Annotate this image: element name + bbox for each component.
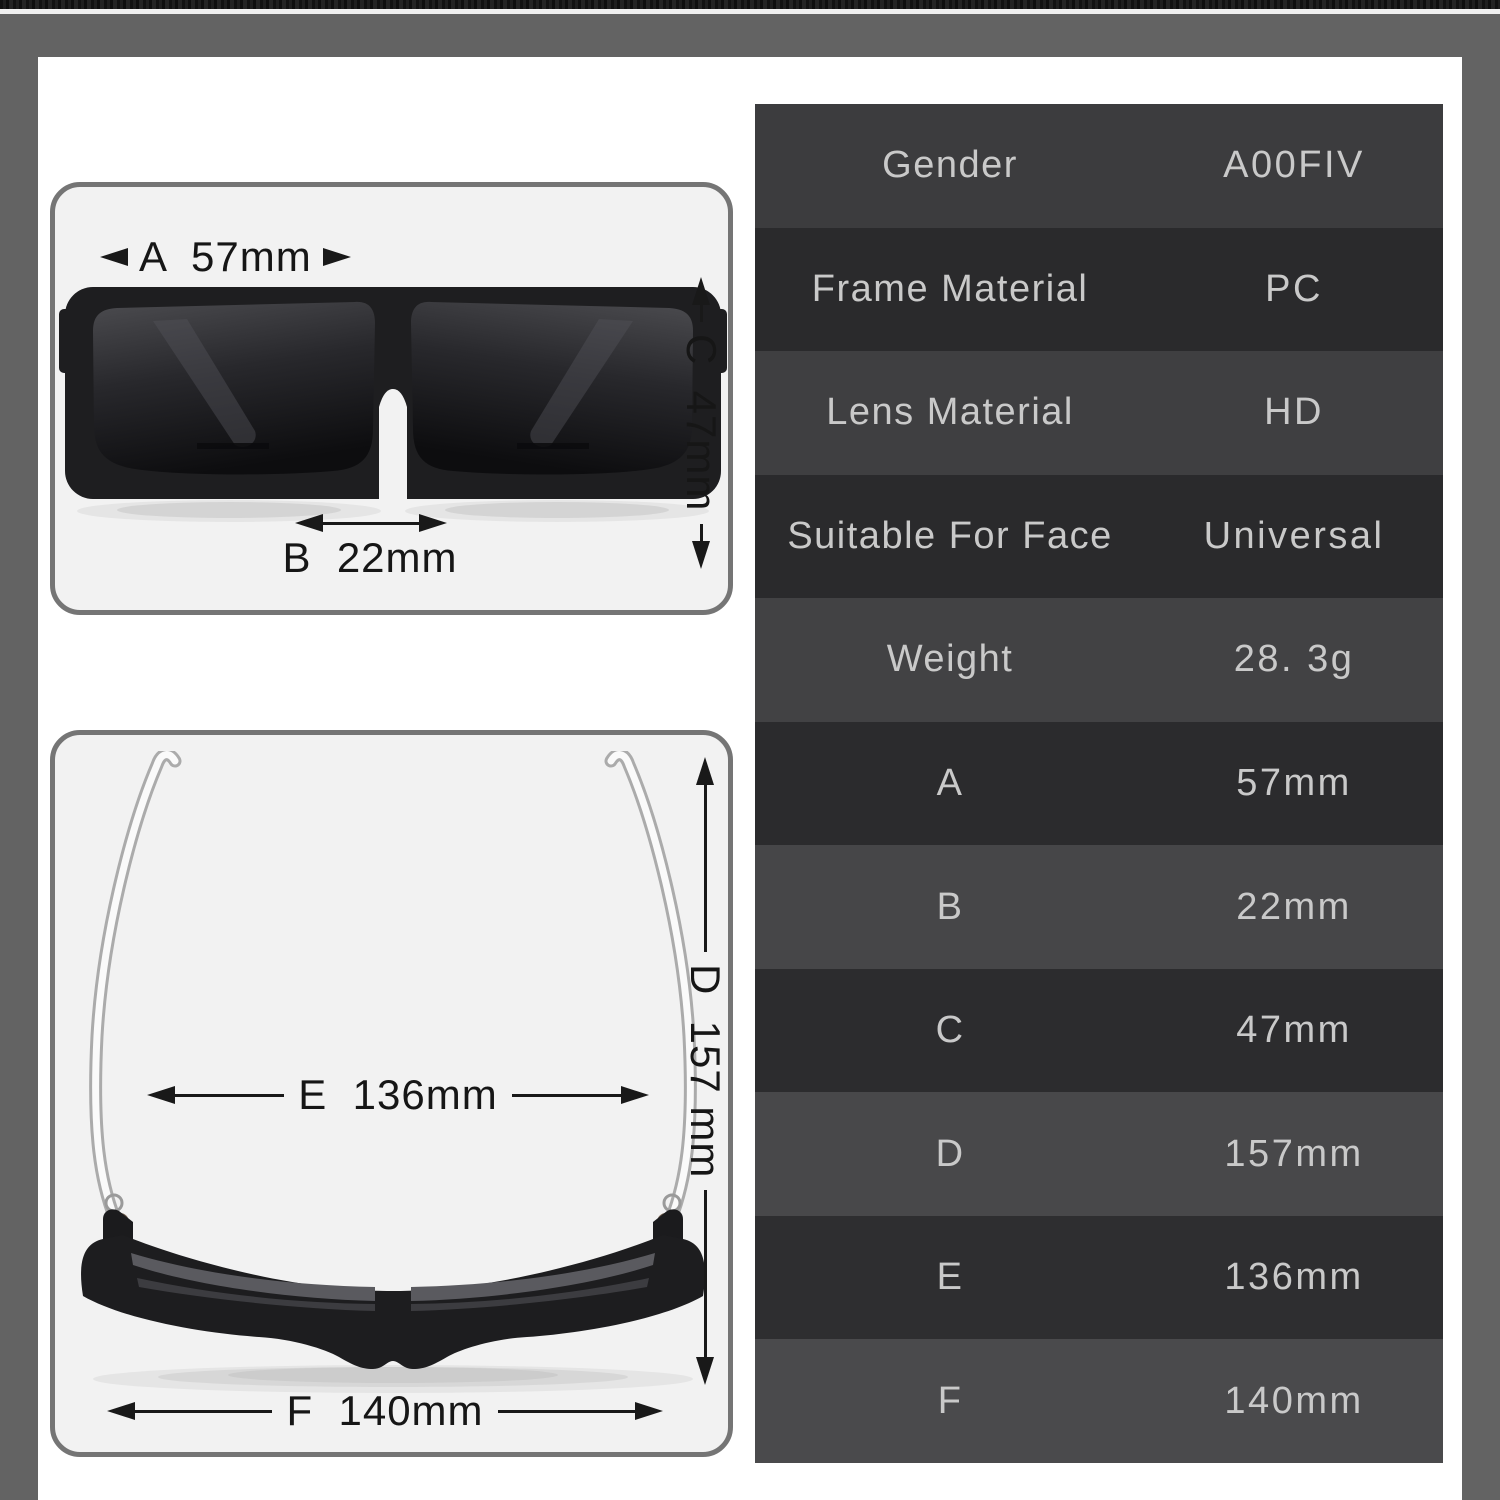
spec-row-gender: Gender A00FIV [755, 104, 1443, 228]
arrow-down-icon [692, 541, 710, 570]
spec-row-value: 47mm [1236, 1009, 1352, 1052]
spec-row-label: Gender [882, 144, 1018, 187]
sunglasses-front-view-illustration [59, 287, 727, 522]
spec-row-value: 57mm [1236, 762, 1352, 804]
spec-row-value: HD [1264, 391, 1324, 434]
spec-row-value: 157mm [1224, 1132, 1364, 1175]
spec-row-d: D 157mm [755, 1092, 1443, 1216]
arrow-left-icon [107, 1402, 135, 1420]
front-view-panel: A 57mm B 22mm C 47mm [50, 182, 733, 615]
spec-row-c: C 47mm [755, 968, 1443, 1093]
top-view-panel: E 136mm D 157 mm F 140mm [50, 730, 733, 1457]
arrow-down-icon [696, 1357, 714, 1386]
dim-c-arrow: C 47mm [677, 277, 725, 570]
spec-row-weight: Weight 28. 3g [755, 598, 1443, 722]
top-texture-strip [0, 0, 1500, 9]
spec-row-label: A [936, 762, 964, 804]
arrow-left-icon [147, 1086, 175, 1104]
dim-f-label: F 140mm [286, 1387, 484, 1434]
arrow-right-icon [635, 1402, 664, 1420]
dim-c-label: C 47mm [678, 334, 725, 512]
dim-b-arrow [295, 514, 447, 532]
spec-row-value: 140mm [1224, 1379, 1364, 1422]
dim-e-label: E 136mm [298, 1071, 498, 1118]
spec-row-f: F 140mm [755, 1339, 1443, 1464]
spec-row-value: 136mm [1224, 1256, 1364, 1299]
arrow-right-icon [419, 514, 447, 532]
arrow-up-icon [696, 757, 714, 785]
dim-f-arrow: F 140mm [107, 1387, 664, 1435]
top-separator-line [0, 9, 1500, 14]
sunglasses-top-view-illustration [81, 751, 705, 1393]
spec-row-lens-material: Lens Material HD [755, 351, 1443, 475]
spec-row-label: E [936, 1256, 964, 1299]
dim-d-arrow: D 157 mm [682, 757, 729, 1386]
spec-row-value: A00FIV [1223, 144, 1365, 187]
arrow-right-icon [322, 248, 351, 266]
dim-b-label: B 22mm [282, 534, 458, 581]
spec-row-label: Lens Material [826, 391, 1074, 434]
spec-row-label: D [935, 1132, 965, 1175]
spec-row-a: A 57mm [755, 721, 1443, 846]
arrow-left-icon [295, 514, 323, 532]
spec-row-label: Frame Material [811, 267, 1089, 310]
spec-row-label: C [935, 1009, 965, 1052]
spec-row-value: 22mm [1236, 885, 1352, 928]
spec-table: Gender A00FIV Frame Material PC Lens Materia… [755, 104, 1443, 1464]
spec-row-label: F [937, 1379, 963, 1422]
spec-row-b: B 22mm [755, 845, 1443, 969]
spec-row-frame-material: Frame Material PC [755, 227, 1443, 352]
arrow-left-icon [100, 248, 128, 266]
spec-row-value: Universal [1203, 514, 1385, 557]
content-sheet: A 57mm B 22mm C 47mm [38, 57, 1462, 1500]
spec-row-label: Suitable For Face [787, 514, 1113, 557]
dim-e-arrow: E 136mm [147, 1071, 649, 1119]
spec-row-suitable-for-face: Suitable For Face Universal [755, 474, 1443, 599]
arrow-right-icon [621, 1086, 649, 1104]
spec-row-value: PC [1265, 267, 1323, 310]
dim-a-label: A 57mm [139, 233, 312, 280]
spec-row-e: E 136mm [755, 1215, 1443, 1340]
spec-row-value: 28. 3g [1233, 638, 1355, 681]
spec-row-label: B [936, 885, 964, 928]
arrow-up-icon [692, 277, 710, 305]
dim-a-arrow: A 57mm [100, 233, 351, 281]
dim-d-label: D 157 mm [682, 963, 729, 1179]
spec-row-label: Weight [886, 638, 1014, 681]
